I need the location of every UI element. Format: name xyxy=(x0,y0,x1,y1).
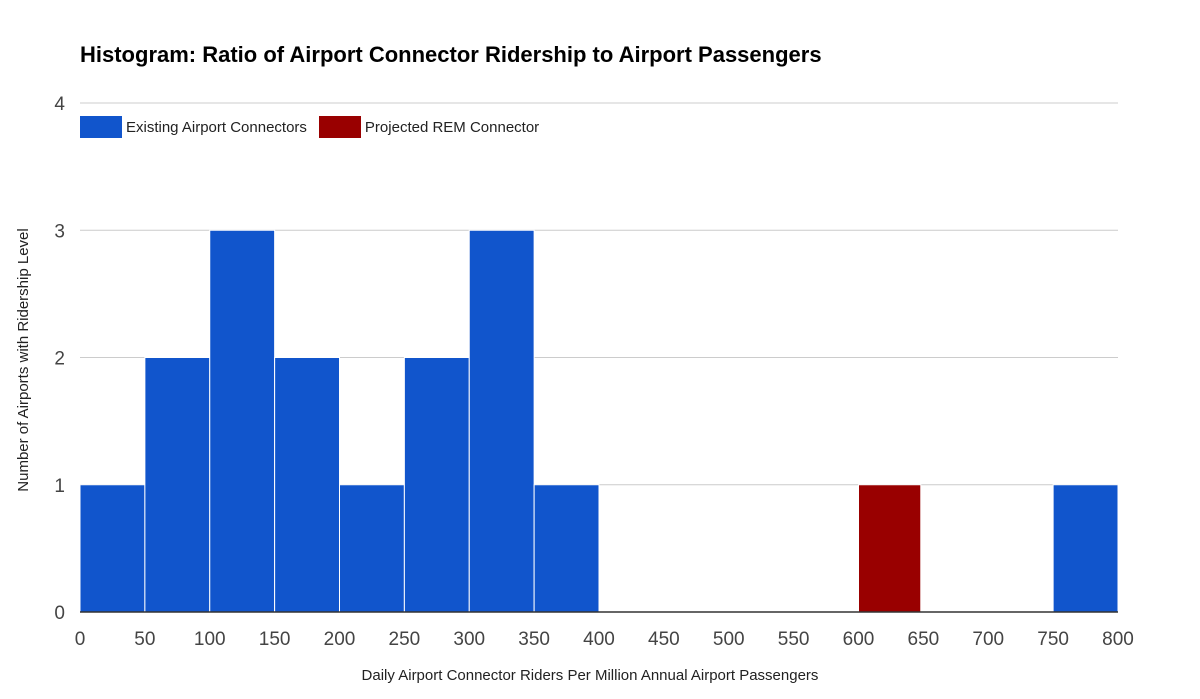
x-tick-label: 250 xyxy=(389,629,421,650)
bar-existing[interactable] xyxy=(144,357,211,613)
y-axis-title: Number of Airports with Ridership Level xyxy=(15,228,32,491)
y-tick-label: 1 xyxy=(54,476,65,497)
x-tick-label: 550 xyxy=(778,629,810,650)
y-tick-label: 4 xyxy=(54,94,65,115)
x-tick-labels: 0 50 100 150 200 250 300 350 400 450 500 550 600 650 7… xyxy=(75,629,1134,650)
x-tick-label: 750 xyxy=(1037,629,1069,650)
x-axis-title: Daily Airport Connector Riders Per Milli… xyxy=(362,667,819,684)
x-tick-label: 650 xyxy=(908,629,940,650)
x-tick-label: 300 xyxy=(453,629,485,650)
x-tick-label: 0 xyxy=(75,629,86,650)
y-tick-label: 3 xyxy=(54,221,65,242)
bars xyxy=(79,229,1119,613)
bar-existing[interactable] xyxy=(533,484,600,613)
y-tick-label: 2 xyxy=(54,349,65,370)
legend-swatch-existing xyxy=(80,116,122,138)
bar-existing[interactable] xyxy=(468,229,535,613)
chart-title: Histogram: Ratio of Airport Connector Ri… xyxy=(80,42,822,67)
legend-item-projected[interactable]: Projected REM Connector xyxy=(318,116,540,138)
x-tick-label: 100 xyxy=(194,629,226,650)
x-tick-label: 400 xyxy=(583,629,615,650)
x-tick-label: 350 xyxy=(518,629,550,650)
x-tick-label: 800 xyxy=(1102,629,1134,650)
bar-projected[interactable] xyxy=(858,484,922,613)
bar-existing[interactable] xyxy=(1052,484,1119,613)
legend-label-existing: Existing Airport Connectors xyxy=(126,118,307,136)
y-tick-label: 0 xyxy=(54,603,65,624)
legend-item-existing[interactable]: Existing Airport Connectors xyxy=(80,116,307,138)
x-tick-label: 500 xyxy=(713,629,745,650)
x-tick-label: 200 xyxy=(324,629,356,650)
bar-existing[interactable] xyxy=(403,357,470,613)
legend-label-projected: Projected REM Connector xyxy=(364,118,540,136)
bar-existing[interactable] xyxy=(274,357,340,613)
legend: Existing Airport Connectors Projected RE… xyxy=(80,116,551,138)
bar-existing[interactable] xyxy=(209,229,276,613)
legend-swatch-projected xyxy=(318,116,361,138)
x-tick-label: 700 xyxy=(972,629,1004,650)
x-tick-label: 450 xyxy=(648,629,680,650)
bar-existing[interactable] xyxy=(339,484,405,613)
x-tick-label: 50 xyxy=(134,629,155,650)
x-tick-label: 150 xyxy=(259,629,291,650)
x-tick-label: 600 xyxy=(843,629,875,650)
y-tick-labels: 0 1 2 3 4 xyxy=(54,94,65,624)
bar-existing[interactable] xyxy=(79,484,146,613)
